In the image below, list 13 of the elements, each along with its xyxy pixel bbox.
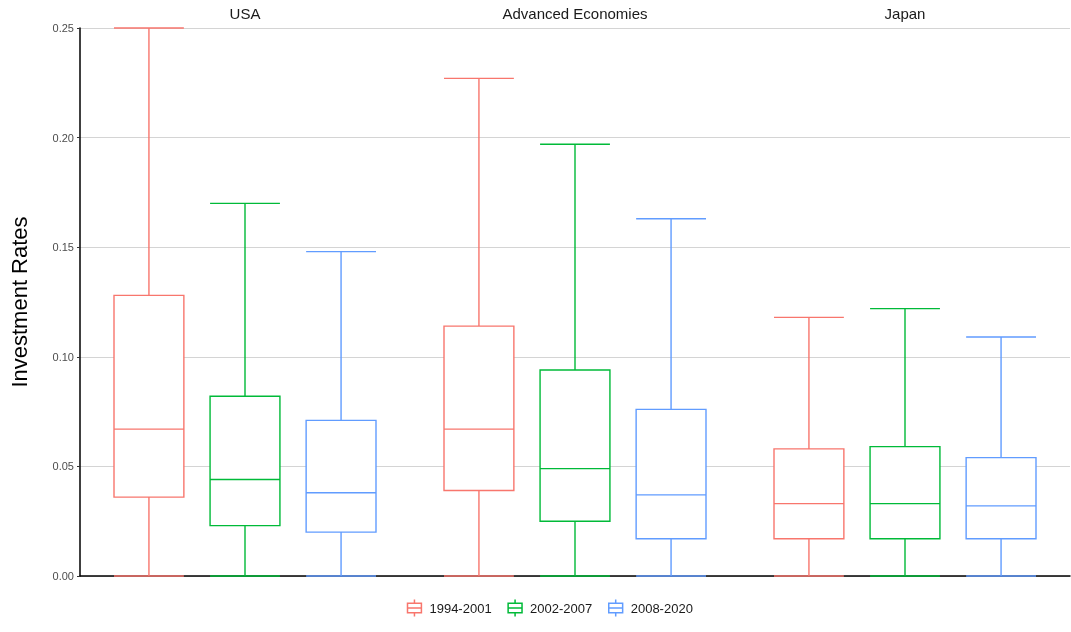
y-tick-label: 0.10 — [52, 350, 74, 363]
legend-label: 2002-2007 — [530, 600, 593, 616]
y-tick-label: 0.20 — [52, 131, 74, 144]
y-tick-label: 0.15 — [52, 241, 74, 254]
y-tick-label: 0.25 — [52, 22, 74, 34]
x-tick-label: Japan — [884, 5, 926, 22]
x-tick-label: USA — [229, 5, 261, 22]
legend-label: 1994-2001 — [429, 600, 492, 616]
y-tick-label: 0.00 — [52, 570, 74, 582]
y-axis-title: Investment Rates — [6, 216, 32, 388]
x-tick-label: Advanced Economies — [502, 5, 648, 22]
legend-label: 2008-2020 — [630, 600, 693, 616]
y-tick-label: 0.05 — [52, 460, 74, 473]
